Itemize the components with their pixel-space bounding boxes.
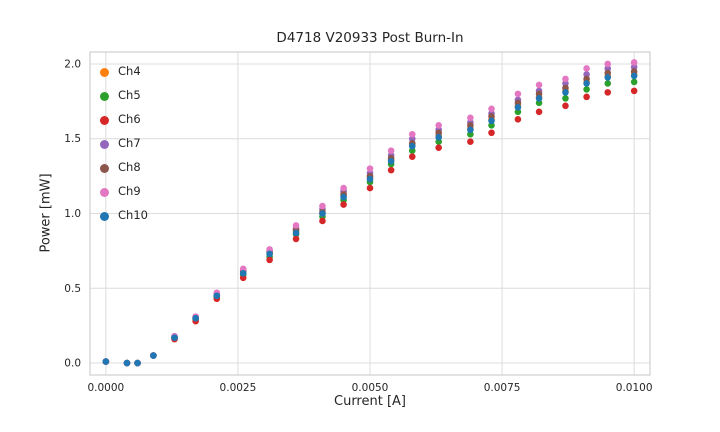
data-point-ch10 xyxy=(488,117,495,125)
data-point-ch5 xyxy=(630,78,638,86)
data-point-ch6 xyxy=(387,166,395,174)
data-point-ch9 xyxy=(387,147,395,154)
data-point-ch9 xyxy=(366,165,374,172)
legend-marker-icon xyxy=(100,139,109,149)
data-point-ch9 xyxy=(319,202,326,210)
legend-item-ch5: Ch5 xyxy=(100,84,148,108)
y-tick-label: 0.5 xyxy=(64,283,81,295)
x-tick-label: 0.0100 xyxy=(616,382,653,394)
data-point-ch10 xyxy=(630,72,638,80)
data-point-ch9 xyxy=(488,105,495,113)
data-point-ch6 xyxy=(340,201,347,208)
data-point-ch10 xyxy=(408,142,416,150)
x-axis-label: Current [A] xyxy=(334,394,406,409)
data-point-ch9 xyxy=(583,65,590,72)
legend-item-ch10: Ch10 xyxy=(100,204,148,228)
data-point-ch6 xyxy=(630,87,638,95)
legend-marker-icon xyxy=(100,211,109,221)
data-point-ch10 xyxy=(562,89,569,96)
data-point-ch10 xyxy=(467,126,474,134)
data-point-ch10 xyxy=(319,210,326,217)
legend-marker-icon xyxy=(100,91,109,101)
data-point-ch6 xyxy=(535,108,543,116)
legend-marker-icon xyxy=(100,187,109,197)
legend-label: Ch7 xyxy=(118,136,141,151)
data-point-ch9 xyxy=(340,184,347,192)
data-point-ch9 xyxy=(408,130,416,138)
data-point-ch10 xyxy=(604,74,612,81)
data-point-ch10 xyxy=(123,359,131,367)
data-point-ch6 xyxy=(366,184,374,192)
x-tick-label: 0.0000 xyxy=(87,382,124,394)
legend-marker-icon xyxy=(100,67,109,77)
y-axis-label: Power [mW] xyxy=(38,173,54,253)
data-point-ch6 xyxy=(319,217,326,225)
data-point-ch9 xyxy=(604,60,612,68)
legend-item-ch6: Ch6 xyxy=(100,108,148,132)
legend-label: Ch6 xyxy=(118,112,141,127)
data-point-ch10 xyxy=(340,193,347,201)
data-point-ch6 xyxy=(408,153,416,160)
data-point-ch10 xyxy=(292,229,300,237)
data-point-ch9 xyxy=(630,59,638,66)
data-point-ch6 xyxy=(435,144,442,152)
data-point-ch10 xyxy=(266,250,273,258)
legend-label: Ch10 xyxy=(118,208,148,223)
legend-item-ch7: Ch7 xyxy=(100,132,148,156)
data-point-ch9 xyxy=(514,90,522,98)
data-point-ch6 xyxy=(604,89,612,96)
legend-label: Ch8 xyxy=(118,160,141,175)
data-point-ch6 xyxy=(292,235,300,243)
data-point-ch10 xyxy=(387,157,395,165)
legend: Ch4 Ch5 Ch6 Ch7 Ch8 Ch9 Ch10 xyxy=(100,60,148,228)
x-tick-label: 0.0025 xyxy=(220,382,257,394)
legend-label: Ch9 xyxy=(118,184,141,199)
legend-label: Ch5 xyxy=(118,88,141,103)
data-point-ch10 xyxy=(435,133,442,141)
legend-item-ch4: Ch4 xyxy=(100,60,148,84)
legend-marker-icon xyxy=(100,163,109,173)
y-tick-label: 0.0 xyxy=(64,358,81,370)
data-point-ch5 xyxy=(562,95,569,102)
data-point-ch9 xyxy=(535,81,543,89)
data-point-ch6 xyxy=(583,93,590,101)
legend-item-ch9: Ch9 xyxy=(100,180,148,204)
data-point-ch10 xyxy=(514,104,522,111)
data-point-ch10 xyxy=(239,270,247,277)
data-point-ch9 xyxy=(292,222,300,229)
data-point-ch10 xyxy=(134,359,141,367)
plot-border xyxy=(89,51,651,376)
y-tick-label: 1.5 xyxy=(64,133,81,145)
data-point-ch9 xyxy=(562,75,569,83)
data-point-ch6 xyxy=(467,138,474,146)
data-point-ch5 xyxy=(604,80,612,87)
chart-title: D4718 V20933 Post Burn-In xyxy=(276,30,464,46)
data-point-ch9 xyxy=(467,114,474,122)
data-point-ch10 xyxy=(192,314,199,322)
data-point-ch10 xyxy=(213,292,221,300)
data-point-ch10 xyxy=(102,358,110,365)
data-point-ch6 xyxy=(488,129,495,137)
data-point-ch10 xyxy=(171,334,178,341)
data-point-ch10 xyxy=(583,80,590,87)
y-tick-label: 1.0 xyxy=(64,208,81,220)
data-point-ch10 xyxy=(150,352,157,359)
legend-label: Ch4 xyxy=(118,64,141,79)
data-point-ch10 xyxy=(366,175,374,183)
data-point-ch10 xyxy=(535,95,543,102)
x-tick-label: 0.0050 xyxy=(352,382,389,394)
legend-item-ch8: Ch8 xyxy=(100,156,148,180)
y-tick-label: 2.0 xyxy=(64,58,81,70)
data-point-ch6 xyxy=(266,256,273,264)
data-point-ch5 xyxy=(583,86,590,93)
data-point-ch6 xyxy=(514,115,522,123)
data-point-ch6 xyxy=(562,102,569,110)
legend-marker-icon xyxy=(100,115,109,125)
data-point-ch9 xyxy=(435,121,442,129)
x-tick-label: 0.0075 xyxy=(484,382,521,394)
